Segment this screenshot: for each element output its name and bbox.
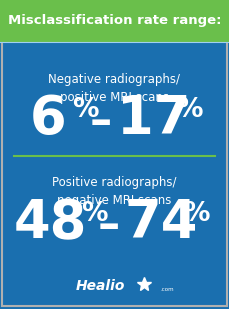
Text: Positive radiographs/
negative MRI scans: Positive radiographs/ negative MRI scans [52, 176, 177, 207]
Text: Misclassification rate range:: Misclassification rate range: [8, 14, 221, 28]
Text: Negative radiographs/
positive MRI scans: Negative radiographs/ positive MRI scans [49, 73, 180, 104]
Text: .com: .com [160, 287, 174, 292]
Text: %: % [183, 201, 210, 227]
Text: 17: 17 [117, 93, 190, 146]
Text: %: % [81, 201, 108, 227]
Text: %: % [176, 97, 203, 123]
Text: 48: 48 [14, 197, 87, 249]
Text: –: – [97, 204, 120, 247]
Text: 6: 6 [30, 93, 66, 146]
Text: –: – [89, 100, 112, 143]
Bar [0, 0, 229, 42]
Text: 74: 74 [125, 197, 198, 249]
Text: %: % [72, 97, 99, 123]
Text: Healio: Healio [76, 279, 125, 293]
